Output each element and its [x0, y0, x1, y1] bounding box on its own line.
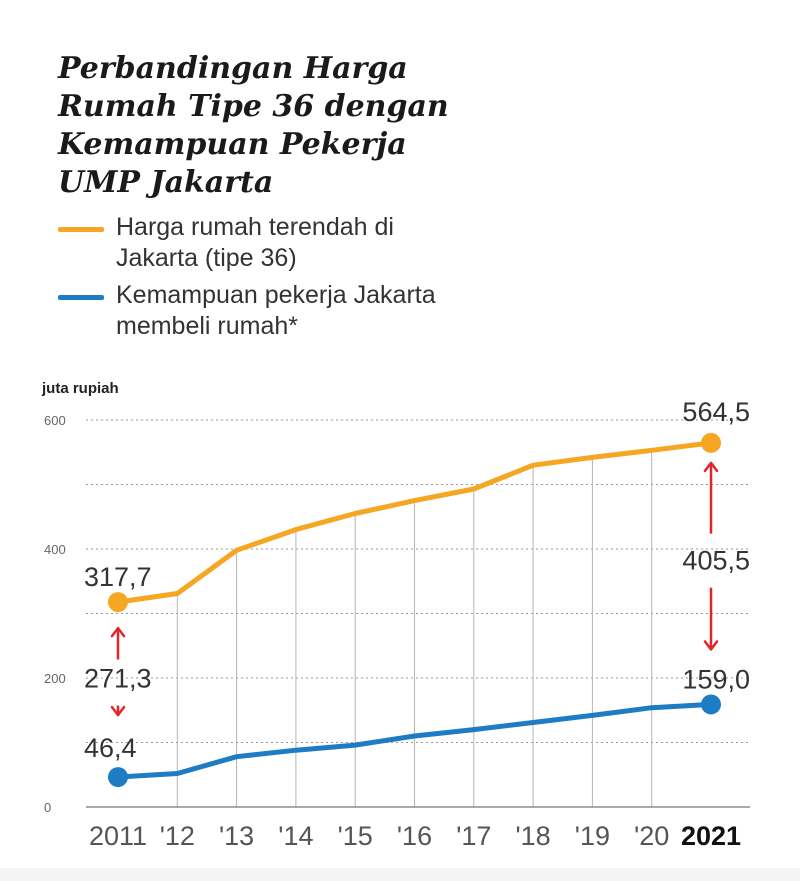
- data-label-start-worker: 46,4: [84, 733, 137, 763]
- x-tick-label: '19: [575, 821, 610, 851]
- y-axis-title: juta rupiah: [41, 380, 119, 397]
- legend-item-house-price: Harga rumah terendah di Jakarta (tipe 36…: [58, 212, 436, 274]
- x-tick-label: '15: [338, 821, 373, 851]
- data-point-marker: [701, 694, 721, 715]
- page-footer-strip: [0, 868, 800, 881]
- x-tick-label: '20: [634, 821, 669, 851]
- data-point-marker: [108, 767, 128, 788]
- x-tick-label: 2021: [681, 821, 741, 851]
- x-tick-label: '16: [397, 821, 432, 851]
- data-label-end-worker: 159,0: [682, 664, 750, 694]
- gap-arrowhead-start-up: [110, 626, 126, 638]
- data-point-marker: [701, 432, 721, 453]
- data-label-start-gap: 271,3: [84, 664, 152, 694]
- y-tick-label: 400: [44, 542, 66, 557]
- series-line-house-price: [115, 440, 714, 605]
- y-tick-label: 0: [44, 800, 51, 815]
- x-tick-label: '17: [456, 821, 491, 851]
- x-tick-label: '18: [516, 821, 551, 851]
- gap-arrowhead-end-down: [703, 640, 719, 651]
- x-tick-label: 2011: [89, 821, 147, 851]
- data-label-end-gap: 405,5: [682, 546, 750, 576]
- gap-arrowhead-end-up: [703, 461, 719, 473]
- x-tick-label: '14: [278, 821, 313, 851]
- legend-label-house-price: Harga rumah terendah di Jakarta (tipe 36…: [116, 213, 394, 272]
- y-tick-label: 200: [44, 671, 66, 686]
- gap-arrowhead-start-down: [110, 705, 126, 717]
- chart-title: Perbandingan Harga Rumah Tipe 36 dengan …: [58, 51, 449, 200]
- legend-swatch-worker-ability: [58, 295, 104, 300]
- y-tick-label: 600: [44, 413, 66, 428]
- legend-swatch-house-price: [58, 227, 104, 232]
- x-tick-label: '12: [160, 821, 195, 851]
- x-tick-label: '13: [219, 821, 254, 851]
- legend: Harga rumah terendah di Jakarta (tipe 36…: [58, 212, 436, 348]
- data-label-end-house: 564,5: [682, 397, 750, 427]
- legend-label-worker-ability: Kemampuan pekerja Jakarta membeli rumah*: [116, 281, 436, 340]
- legend-item-worker-ability: Kemampuan pekerja Jakarta membeli rumah*: [58, 280, 436, 342]
- data-point-marker: [108, 592, 128, 613]
- series-line-worker-ability: [115, 701, 714, 780]
- data-label-start-house: 317,7: [84, 562, 152, 592]
